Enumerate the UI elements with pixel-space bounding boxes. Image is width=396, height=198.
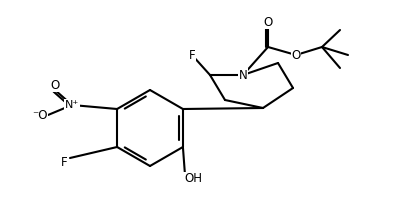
Text: O: O — [50, 78, 60, 91]
Text: N: N — [239, 69, 248, 82]
Text: N⁺: N⁺ — [65, 100, 79, 110]
Text: O: O — [291, 49, 301, 62]
Text: OH: OH — [184, 172, 202, 186]
Text: ⁻O: ⁻O — [32, 109, 48, 122]
Text: O: O — [263, 15, 272, 29]
Text: F: F — [61, 155, 67, 168]
Text: F: F — [188, 49, 195, 62]
